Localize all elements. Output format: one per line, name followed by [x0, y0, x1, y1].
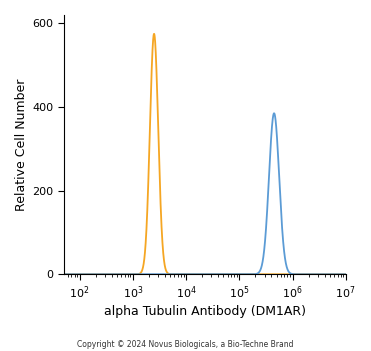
- Y-axis label: Relative Cell Number: Relative Cell Number: [15, 78, 28, 211]
- Text: Copyright © 2024 Novus Biologicals, a Bio-Techne Brand: Copyright © 2024 Novus Biologicals, a Bi…: [77, 340, 294, 349]
- X-axis label: alpha Tubulin Antibody (DM1AR): alpha Tubulin Antibody (DM1AR): [104, 305, 306, 318]
